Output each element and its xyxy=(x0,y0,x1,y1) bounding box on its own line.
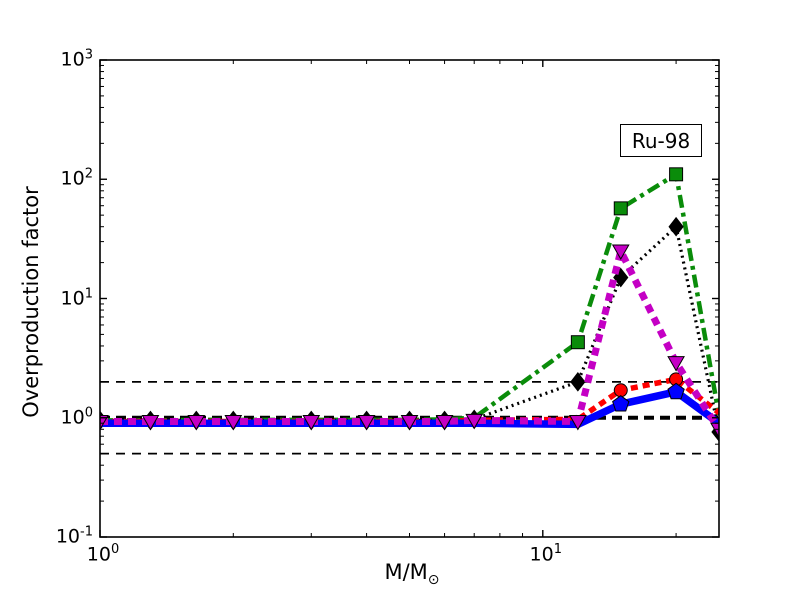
series-magenta-dashed-triangles xyxy=(100,240,719,439)
isotope-label-box: Ru-98 xyxy=(620,124,702,157)
plot-background xyxy=(100,60,719,537)
y-tick-label: 100 xyxy=(60,405,93,429)
x-tick-label: 101 xyxy=(529,542,563,566)
plot-frame xyxy=(99,59,720,538)
y-tick-label: 103 xyxy=(60,47,93,71)
y-axis-label: Overproduction factor xyxy=(19,186,43,418)
sun-symbol: ⊙ xyxy=(427,572,440,588)
x-axis-label: M/M⊙ xyxy=(384,560,439,588)
y-tick-label: 101 xyxy=(60,285,93,310)
y-tick-label: 10-1 xyxy=(55,524,93,548)
series-markers-blue-solid-pentagons xyxy=(612,382,685,412)
series-markers-green-dashdot-squares xyxy=(570,167,684,350)
x-tick-label: 100 xyxy=(86,542,120,566)
y-tick-label: 102 xyxy=(60,166,93,190)
x-axis-label-text: M/M xyxy=(384,560,428,584)
series-markers-magenta-dashed-triangles xyxy=(100,244,719,439)
